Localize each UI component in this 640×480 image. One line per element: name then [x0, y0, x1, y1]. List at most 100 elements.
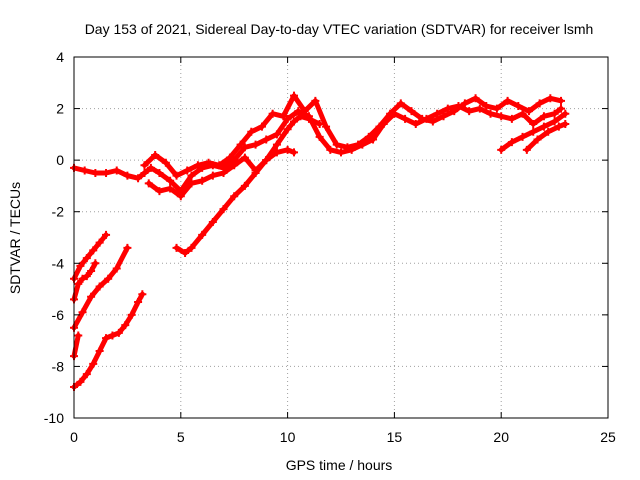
data-point — [539, 112, 548, 121]
data-point — [326, 145, 335, 154]
data-point — [134, 174, 143, 183]
data-point — [396, 99, 405, 108]
data-point — [78, 308, 87, 317]
series-markers-arc-late-2 — [522, 120, 570, 154]
data-point — [247, 127, 256, 136]
data-point — [172, 243, 181, 252]
data-point — [95, 346, 104, 355]
data-point — [121, 321, 130, 330]
data-point — [507, 114, 516, 123]
data-point — [155, 169, 164, 178]
data-point — [561, 109, 570, 118]
data-point — [112, 166, 121, 175]
data-point — [230, 161, 239, 170]
data-point — [89, 359, 98, 368]
data-point — [172, 171, 181, 180]
data-point — [183, 166, 192, 175]
series-markers-arc-rising — [172, 112, 324, 257]
data-point — [268, 109, 277, 118]
data-point — [554, 122, 563, 131]
data-point — [80, 166, 89, 175]
data-point — [304, 114, 313, 123]
data-point — [144, 179, 153, 188]
data-point — [198, 176, 207, 185]
series-markers-arc-upper — [140, 91, 566, 180]
data-point — [198, 230, 207, 239]
data-point — [311, 96, 320, 105]
data-point — [529, 127, 538, 136]
data-point — [134, 297, 143, 306]
data-point — [386, 109, 395, 118]
data-point — [290, 91, 299, 100]
data-point — [497, 145, 506, 154]
data-point — [518, 109, 527, 118]
data-point — [465, 107, 474, 116]
data-point — [300, 107, 309, 116]
data-point — [161, 158, 170, 167]
x-tick-label: 10 — [280, 429, 296, 445]
data-point — [76, 377, 85, 386]
data-point — [87, 292, 96, 301]
data-point — [497, 112, 506, 121]
data-point — [102, 334, 111, 343]
x-tick-label: 20 — [493, 429, 509, 445]
data-point — [251, 140, 260, 149]
data-point — [290, 117, 299, 126]
data-point — [439, 112, 448, 121]
y-tick-label: -6 — [52, 307, 65, 323]
data-point — [102, 169, 111, 178]
data-point — [492, 104, 501, 113]
data-point — [401, 114, 410, 123]
data-point — [146, 163, 155, 172]
data-point — [87, 267, 96, 276]
data-point — [407, 107, 416, 116]
data-point — [123, 243, 132, 252]
data-point — [204, 158, 213, 167]
data-point — [104, 274, 113, 283]
data-point — [82, 254, 91, 263]
data-point — [507, 138, 516, 147]
series-arc-neg-5 — [71, 291, 145, 390]
data-point — [219, 169, 228, 178]
data-point — [283, 145, 292, 154]
data-point — [95, 282, 104, 291]
y-tick-label: -10 — [44, 410, 64, 426]
data-point — [460, 99, 469, 108]
plot-frame — [73, 56, 609, 419]
data-point — [354, 140, 363, 149]
series-markers-arc-lower — [144, 145, 299, 201]
data-point — [138, 290, 147, 299]
data-point — [428, 117, 437, 126]
data-point — [322, 122, 331, 131]
series-markers-arc-neg-5 — [70, 290, 147, 392]
series-arc-upper — [142, 93, 564, 179]
data-point — [315, 120, 324, 129]
data-series — [70, 91, 570, 392]
data-point — [89, 246, 98, 255]
data-point — [418, 114, 427, 123]
x-tick-label: 5 — [177, 429, 185, 445]
data-point — [140, 161, 149, 170]
series-markers-arc-main — [70, 101, 566, 196]
data-point — [343, 143, 352, 152]
data-point — [240, 153, 249, 162]
data-point — [544, 127, 553, 136]
data-point — [364, 132, 373, 141]
y-tick-label: 2 — [56, 101, 64, 117]
data-point — [166, 184, 175, 193]
data-point — [375, 122, 384, 131]
data-point — [471, 94, 480, 103]
data-point — [550, 109, 559, 118]
data-point — [283, 114, 292, 123]
data-point — [240, 143, 249, 152]
data-point — [557, 104, 566, 113]
series-arc-rising — [174, 113, 323, 256]
data-point — [219, 205, 228, 214]
data-point — [91, 169, 100, 178]
data-point — [369, 135, 378, 144]
series-markers-arc-late-1 — [497, 109, 570, 154]
series-arc-main — [71, 103, 564, 194]
data-point — [236, 140, 245, 149]
data-point — [514, 101, 523, 110]
